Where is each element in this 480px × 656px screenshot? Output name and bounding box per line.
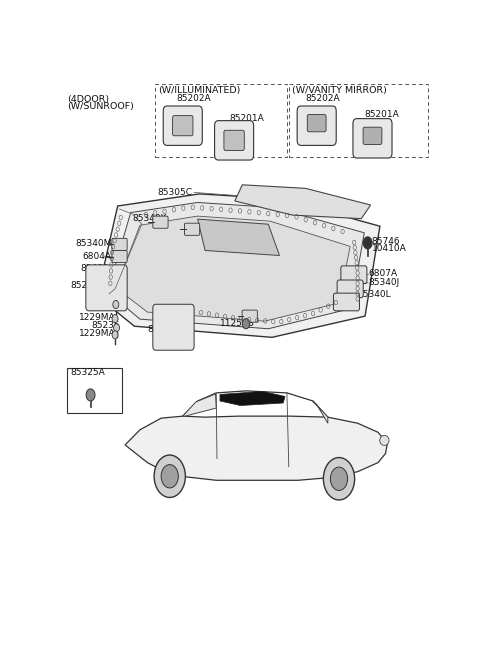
FancyBboxPatch shape: [242, 310, 257, 322]
FancyBboxPatch shape: [215, 121, 253, 160]
Text: 85401: 85401: [81, 264, 109, 273]
Text: 1229MA: 1229MA: [79, 329, 115, 338]
FancyBboxPatch shape: [224, 131, 244, 150]
FancyBboxPatch shape: [307, 115, 326, 132]
Text: 91800D: 91800D: [186, 265, 222, 274]
Circle shape: [112, 331, 118, 339]
Circle shape: [113, 300, 119, 308]
Circle shape: [363, 237, 372, 249]
Circle shape: [154, 455, 185, 497]
Text: 85201A: 85201A: [229, 114, 264, 123]
Text: 85746: 85746: [372, 237, 400, 246]
FancyBboxPatch shape: [163, 106, 202, 146]
Text: 85235: 85235: [92, 304, 120, 313]
Circle shape: [114, 323, 120, 332]
Polygon shape: [313, 401, 328, 423]
FancyBboxPatch shape: [334, 293, 360, 311]
Text: 85202A: 85202A: [305, 94, 340, 104]
Circle shape: [86, 389, 95, 401]
Polygon shape: [125, 416, 387, 480]
Polygon shape: [183, 394, 216, 416]
Text: (W/SUNROOF): (W/SUNROOF): [67, 102, 133, 112]
Text: 12203: 12203: [92, 297, 120, 306]
Text: 6807A: 6807A: [369, 269, 398, 278]
Circle shape: [330, 467, 348, 491]
Polygon shape: [220, 392, 285, 405]
Polygon shape: [108, 203, 364, 329]
Text: 1125KB: 1125KB: [220, 319, 255, 328]
Text: (W/VANITY MIRROR): (W/VANITY MIRROR): [292, 87, 386, 95]
Text: 1229MA: 1229MA: [79, 313, 115, 321]
FancyBboxPatch shape: [184, 223, 200, 236]
FancyBboxPatch shape: [337, 280, 363, 298]
Text: (W/ILLUMINATED): (W/ILLUMINATED): [158, 87, 240, 95]
FancyBboxPatch shape: [153, 304, 194, 350]
FancyBboxPatch shape: [297, 106, 336, 146]
FancyBboxPatch shape: [341, 266, 367, 283]
Text: 85340K: 85340K: [132, 214, 167, 222]
Polygon shape: [116, 216, 350, 321]
FancyBboxPatch shape: [173, 115, 193, 136]
Polygon shape: [97, 194, 380, 337]
FancyBboxPatch shape: [363, 127, 382, 144]
Text: 85201A: 85201A: [364, 110, 399, 119]
FancyBboxPatch shape: [153, 216, 168, 228]
Text: 85202A: 85202A: [177, 94, 211, 104]
Text: 85202A: 85202A: [71, 281, 105, 291]
Circle shape: [242, 319, 250, 329]
Text: 85340M: 85340M: [75, 239, 111, 248]
FancyBboxPatch shape: [86, 265, 127, 311]
Text: 85201A: 85201A: [147, 325, 182, 334]
Text: 85340L: 85340L: [358, 291, 391, 299]
Text: (4DOOR): (4DOOR): [67, 95, 109, 104]
Circle shape: [161, 464, 179, 488]
Text: 6804A: 6804A: [83, 251, 111, 260]
Text: 85235: 85235: [92, 321, 120, 330]
FancyBboxPatch shape: [112, 238, 127, 251]
Ellipse shape: [380, 436, 389, 445]
Text: 10410A: 10410A: [372, 245, 407, 253]
Circle shape: [324, 458, 355, 500]
Circle shape: [112, 315, 118, 323]
Text: 85340J: 85340J: [369, 277, 400, 287]
Text: 6805A: 6805A: [253, 311, 283, 319]
Text: 85325A: 85325A: [71, 367, 105, 377]
Polygon shape: [198, 219, 279, 255]
Text: 85305C: 85305C: [157, 188, 192, 197]
Polygon shape: [235, 185, 371, 218]
FancyBboxPatch shape: [112, 251, 127, 262]
Text: 6806A: 6806A: [181, 219, 210, 228]
FancyBboxPatch shape: [353, 119, 392, 158]
